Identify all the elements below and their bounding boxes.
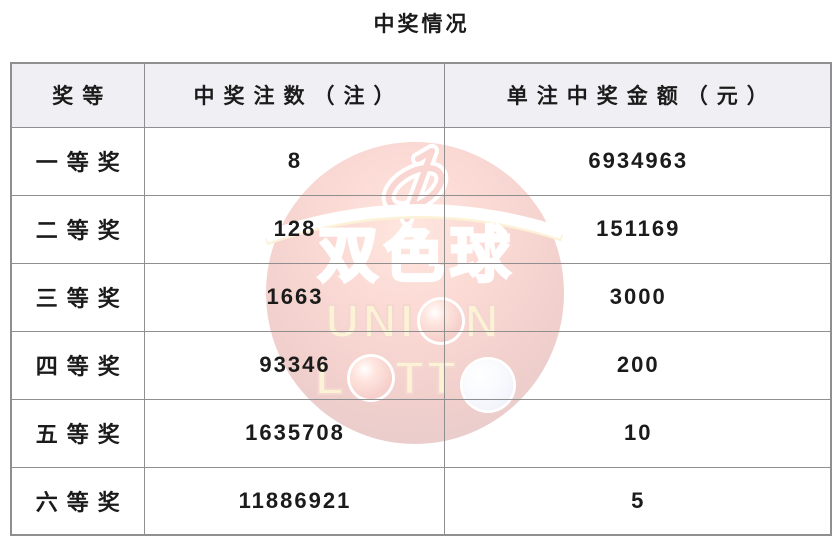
winning-count: 8 (143, 126, 445, 196)
prize-table: 奖等 中奖注数（注） 单注中奖金额（元） 一等奖 8 6934963 二等奖 1… (10, 62, 832, 536)
col-header-amount: 单注中奖金额（元） (443, 62, 832, 128)
prize-tier: 三等奖 (10, 262, 145, 332)
table-row: 四等奖 93346 200 (10, 330, 832, 400)
prize-tier: 五等奖 (10, 398, 145, 468)
col-header-count: 中奖注数（注） (143, 62, 445, 128)
prize-tier: 六等奖 (10, 466, 145, 536)
prize-tier: 一等奖 (10, 126, 145, 196)
col-header-tier: 奖等 (10, 62, 145, 128)
winning-count: 11886921 (143, 466, 445, 536)
prize-amount: 151169 (443, 194, 832, 264)
prize-amount: 3000 (443, 262, 832, 332)
winning-count: 1663 (143, 262, 445, 332)
prize-amount: 5 (443, 466, 832, 536)
page-title: 中奖情况 (373, 13, 470, 36)
table-row: 五等奖 1635708 10 (10, 398, 832, 468)
table-row: 二等奖 128 151169 (10, 194, 832, 264)
table-row: 六等奖 11886921 5 (10, 466, 832, 536)
winning-count: 1635708 (143, 398, 445, 468)
winning-count: 93346 (143, 330, 445, 400)
table-header-row: 奖等 中奖注数（注） 单注中奖金额（元） (10, 62, 832, 128)
prize-amount: 200 (443, 330, 832, 400)
winning-count: 128 (143, 194, 445, 264)
table-row: 一等奖 8 6934963 (10, 126, 832, 196)
prize-tier: 四等奖 (10, 330, 145, 400)
prize-tier: 二等奖 (10, 194, 145, 264)
prize-amount: 10 (443, 398, 832, 468)
table-row: 三等奖 1663 3000 (10, 262, 832, 332)
prize-amount: 6934963 (443, 126, 832, 196)
